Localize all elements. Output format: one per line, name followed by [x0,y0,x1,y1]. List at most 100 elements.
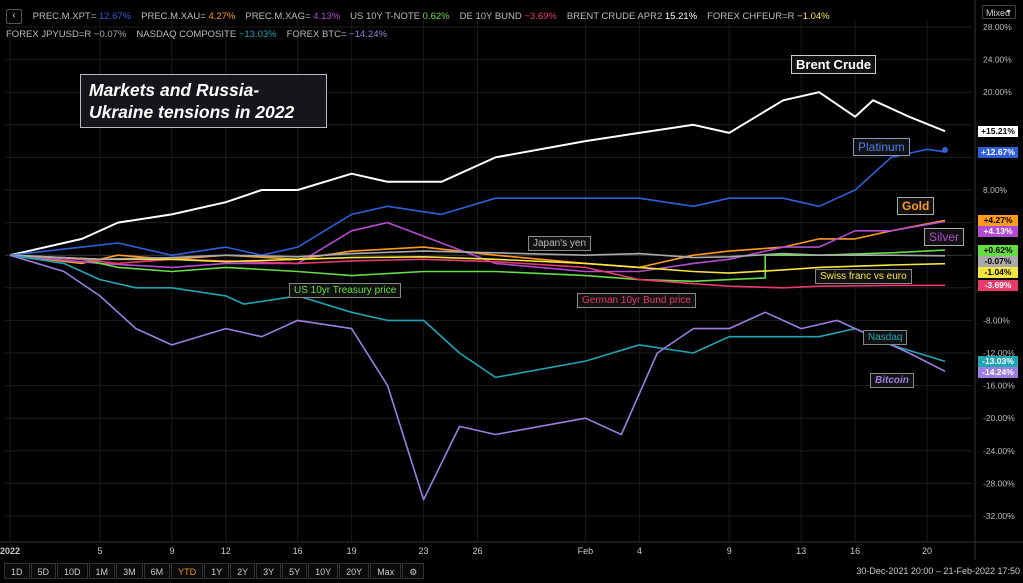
legend-item[interactable]: US 10Y T-NOTE 0.62% [350,8,449,26]
annotation-bund: German 10yr Bund price [577,293,696,308]
y-tick-label: -16.00% [983,381,1015,391]
range-button-3m[interactable]: 3M [116,563,143,579]
series-line-us-10y-t-note[interactable] [9,249,946,283]
series-line-forex-jpyusd-r[interactable] [9,250,946,261]
legend-item-name: PREC.M.XAU= [141,11,209,22]
x-tick-label: 5 [97,546,102,556]
annotation-silver: Silver [924,228,965,246]
annotation-bitcoin: Bitcoin [870,373,914,388]
x-tick-label: 2022 [0,546,20,556]
x-tick-label: 23 [419,546,429,556]
chevron-down-icon: ▼ [1005,9,1012,16]
range-button-10y[interactable]: 10Y [308,563,339,579]
legend-item[interactable]: FOREX BTC= −14.24% [287,26,387,44]
legend-item-value: −1.04% [797,11,830,22]
range-button-max[interactable]: Max [370,563,402,579]
annotation-platinum: Platinum [853,138,910,156]
chevron-left-icon[interactable]: ‹ [6,8,22,24]
range-button-5d[interactable]: 5D [30,563,57,579]
x-tick-label: 16 [293,546,303,556]
last-value-tag: +12.67% [978,146,1018,158]
last-value-tag: +4.27% [978,215,1018,227]
range-button-1y[interactable]: 1Y [204,563,230,579]
range-button-6m[interactable]: 6M [143,563,171,579]
x-tick-label: 16 [850,546,860,556]
legend-item-value: −0.07% [93,29,127,40]
gear-icon[interactable]: ⚙ [402,563,425,579]
x-tick-label: 9 [727,546,732,556]
last-value-tag: -1.04% [978,267,1018,279]
legend-item[interactable]: PREC.M.XPT= 12.67% [33,8,131,26]
y-tick-label: 28.00% [983,22,1012,32]
last-value-tag: -14.24% [978,367,1018,379]
x-tick-label: 13 [796,546,806,556]
annotation-treasury: US 10yr Treasury price [289,283,402,298]
last-value-tag: -0.07% [978,256,1018,268]
legend-item[interactable]: NASDAQ COMPOSITE −13.03% [136,26,276,44]
legend-item-name: FOREX BTC= [286,29,350,40]
legend-item-name: FOREX JPYUSD=R [6,29,94,40]
series-line-de-10y-bund[interactable] [9,254,946,289]
range-button-10d[interactable]: 10D [57,563,88,579]
range-button-1m[interactable]: 1M [88,563,116,579]
legend-item-value: 0.62% [422,11,450,22]
series-line-forex-btc[interactable] [9,254,946,501]
legend-item-name: DE 10Y BUND [459,11,525,22]
x-tick-label: 4 [637,546,642,556]
legend-item[interactable]: PREC.M.XAU= 4.27% [141,8,235,26]
range-button-3y[interactable]: 3Y [256,563,282,579]
legend-item-name: US 10Y T-NOTE [350,11,423,22]
series-line-prec-m-xpt[interactable] [9,148,946,256]
legend-item[interactable]: PREC.M.XAG= 4.13% [245,8,340,26]
series-line-prec-m-xag[interactable] [9,220,946,273]
legend-item[interactable]: FOREX JPYUSD=R −0.07% [6,26,126,44]
legend-item-value: 4.13% [313,11,341,22]
last-value-tag: +15.21% [978,126,1018,138]
range-button-ytd[interactable]: YTD [171,563,204,579]
last-value-tag: -13.03% [978,356,1018,368]
legend-item[interactable]: FOREX CHFEUR=R −1.04% [707,8,830,26]
x-tick-label: 9 [169,546,174,556]
legend-item-name: BRENT CRUDE APR2 [566,11,665,22]
range-button-2y[interactable]: 2Y [230,563,256,579]
y-tick-label: 24.00% [983,55,1012,65]
legend-item-value: 4.27% [208,11,236,22]
x-tick-label: 19 [347,546,357,556]
y-tick-label: -20.00% [983,413,1015,423]
date-range-readout: 30-Dec-2021 20:00 – 21-Feb-2022 17:50 [856,566,1020,576]
legend-item[interactable]: DE 10Y BUND −3.69% [460,8,557,26]
series-line-forex-chfeur-r[interactable] [9,254,946,274]
x-tick-label: 26 [472,546,482,556]
legend-item-value: 15.21% [664,11,698,22]
legend-item[interactable]: BRENT CRUDE APR2 15.21% [567,8,697,26]
range-button-20y[interactable]: 20Y [339,563,370,579]
range-button-1d[interactable]: 1D [4,563,30,579]
annotation-gold: Gold [897,197,935,215]
legend: ‹ PREC.M.XPT= 12.67% PREC.M.XAU= 4.27% PRE… [6,8,956,44]
range-button-5y[interactable]: 5Y [282,563,308,579]
annotation-chf: Swiss franc vs euro [815,269,912,284]
legend-item-value: −13.03% [238,29,277,40]
legend-item-value: −3.69% [524,11,557,22]
annotation-nasdaq: Nasdaq [863,330,908,345]
legend-item-value: −14.24% [349,29,387,40]
last-value-tag: +4.13% [978,226,1018,238]
y-tick-label: -28.00% [983,478,1015,488]
x-tick-label: Feb [578,546,594,556]
annotation-yen: Japan's yen [528,236,592,251]
legend-item-name: NASDAQ COMPOSITE [136,29,239,40]
legend-item-value: 12.67% [98,11,132,22]
annotation-brent: Brent Crude [791,55,877,74]
y-tick-label: 20.00% [983,87,1012,97]
last-value-tag: -3.69% [978,280,1018,292]
series-line-nasdaq-composite[interactable] [9,254,946,379]
scale-mode-select[interactable]: Mixed ▼ [982,5,1016,19]
y-tick-label: 8.00% [983,185,1008,195]
last-value-tag: +0.62% [978,245,1018,257]
y-tick-label: -12.00% [983,348,1015,358]
series-line-brent-crude-apr2[interactable] [9,91,946,257]
series-end-marker [942,146,948,153]
x-tick-label: 20 [922,546,932,556]
y-tick-label: -8.00% [983,315,1010,325]
